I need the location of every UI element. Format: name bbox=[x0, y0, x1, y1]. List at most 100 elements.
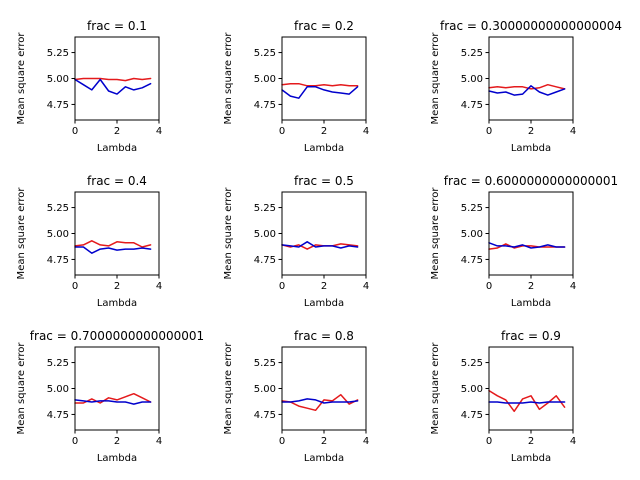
series-line-2 bbox=[281, 241, 359, 249]
x-tick-label: 0 bbox=[279, 126, 285, 137]
series-line-2 bbox=[488, 401, 566, 404]
x-axis-label: Lambda bbox=[511, 298, 551, 309]
y-tick-label: 5.25 bbox=[461, 48, 483, 59]
x-tick-label: 4 bbox=[363, 281, 369, 292]
subplot-title: frac = 0.5 bbox=[294, 174, 354, 188]
axes-frame bbox=[488, 346, 574, 431]
x-tick-label: 2 bbox=[321, 436, 327, 447]
y-tick-label: 5.25 bbox=[254, 48, 276, 59]
axes-frame bbox=[74, 191, 160, 276]
subplot-title: frac = 0.8 bbox=[294, 329, 354, 343]
series-line-1 bbox=[488, 83, 566, 90]
subplot-9: 0 2 4 4.75 5.00 5.25 frac = 0.9 Lambda Mean squa… bbox=[430, 329, 576, 464]
y-tick-label: 5.00 bbox=[461, 384, 483, 395]
axes-frame bbox=[488, 191, 574, 276]
y-tick-label: 5.25 bbox=[47, 358, 69, 369]
y-tick-label: 5.25 bbox=[461, 203, 483, 214]
series-line-1 bbox=[281, 82, 359, 87]
axes-frame bbox=[74, 346, 160, 431]
subplot-3: 0 2 4 4.75 5.00 5.25 frac = 0.3000000000000000… bbox=[430, 19, 622, 154]
x-tick-label: 0 bbox=[486, 281, 492, 292]
y-tick-label: 5.25 bbox=[254, 203, 276, 214]
y-axis-label: Mean square error bbox=[223, 342, 234, 435]
x-axis-label: Lambda bbox=[511, 143, 551, 154]
y-tick-label: 5.25 bbox=[461, 358, 483, 369]
x-tick-label: 0 bbox=[486, 126, 492, 137]
y-tick-label: 4.75 bbox=[461, 100, 483, 111]
y-axis-label: Mean square error bbox=[16, 342, 27, 435]
y-tick-label: 5.00 bbox=[254, 229, 276, 240]
x-tick-label: 2 bbox=[528, 126, 534, 137]
subplot-title: frac = 0.7000000000000001 bbox=[30, 329, 204, 343]
series-line-1 bbox=[74, 77, 152, 82]
y-tick-label: 4.75 bbox=[47, 100, 69, 111]
y-tick-label: 4.75 bbox=[254, 100, 276, 111]
x-tick-label: 4 bbox=[363, 436, 369, 447]
x-tick-label: 4 bbox=[156, 126, 162, 137]
y-tick-label: 4.75 bbox=[254, 255, 276, 266]
y-axis-label: Mean square error bbox=[223, 32, 234, 125]
y-tick-label: 5.00 bbox=[461, 229, 483, 240]
y-tick-label: 5.00 bbox=[254, 74, 276, 85]
subplot-title: frac = 0.2 bbox=[294, 19, 354, 33]
subplot-title: frac = 0.4 bbox=[87, 174, 147, 188]
x-tick-label: 2 bbox=[528, 436, 534, 447]
x-tick-label: 4 bbox=[363, 126, 369, 137]
y-tick-label: 4.75 bbox=[461, 255, 483, 266]
y-axis-label: Mean square error bbox=[223, 187, 234, 280]
y-tick-label: 4.75 bbox=[254, 410, 276, 421]
subplot-4: 0 2 4 4.75 5.00 5.25 frac = 0.4 Lambda Mean squa… bbox=[16, 174, 162, 309]
axes-frame bbox=[488, 36, 574, 121]
y-axis-label: Mean square error bbox=[16, 32, 27, 125]
subplot-title: frac = 0.1 bbox=[87, 19, 147, 33]
series-line-1 bbox=[74, 240, 152, 248]
subplot-title: frac = 0.30000000000000004 bbox=[440, 19, 622, 33]
x-tick-label: 0 bbox=[279, 436, 285, 447]
x-tick-label: 2 bbox=[114, 281, 120, 292]
subplot-title: frac = 0.9 bbox=[501, 329, 561, 343]
subplot-7: 0 2 4 4.75 5.00 5.25 frac = 0.7000000000000001… bbox=[16, 329, 204, 464]
x-tick-label: 2 bbox=[114, 126, 120, 137]
series-line-2 bbox=[281, 86, 359, 99]
x-tick-label: 2 bbox=[528, 281, 534, 292]
series-line-1 bbox=[488, 389, 566, 413]
series-line-2 bbox=[281, 398, 359, 404]
y-tick-label: 5.25 bbox=[254, 358, 276, 369]
x-axis-label: Lambda bbox=[511, 453, 551, 464]
axes-frame bbox=[281, 346, 367, 431]
series-line-2 bbox=[74, 246, 152, 254]
x-tick-label: 2 bbox=[114, 436, 120, 447]
x-tick-label: 0 bbox=[486, 436, 492, 447]
x-axis-label: Lambda bbox=[304, 143, 344, 154]
y-tick-label: 5.00 bbox=[47, 229, 69, 240]
x-axis-label: Lambda bbox=[304, 298, 344, 309]
x-tick-label: 0 bbox=[279, 281, 285, 292]
y-axis-label: Mean square error bbox=[430, 342, 441, 435]
series-line-2 bbox=[488, 242, 566, 249]
x-axis-label: Lambda bbox=[97, 453, 137, 464]
x-tick-label: 0 bbox=[72, 436, 78, 447]
x-tick-label: 4 bbox=[156, 281, 162, 292]
axes-frame bbox=[281, 36, 367, 121]
x-tick-label: 0 bbox=[72, 281, 78, 292]
x-axis-label: Lambda bbox=[97, 298, 137, 309]
x-tick-label: 2 bbox=[321, 126, 327, 137]
y-tick-label: 5.00 bbox=[461, 74, 483, 85]
y-tick-label: 5.00 bbox=[254, 384, 276, 395]
series-line-2 bbox=[74, 78, 152, 95]
subplot-8: 0 2 4 4.75 5.00 5.25 frac = 0.8 Lambda Mean squa… bbox=[223, 329, 369, 464]
subplot-5: 0 2 4 4.75 5.00 5.25 frac = 0.5 Lambda Mean squa… bbox=[223, 174, 369, 309]
series-line-1 bbox=[281, 393, 359, 412]
y-tick-label: 4.75 bbox=[47, 255, 69, 266]
x-tick-label: 4 bbox=[570, 281, 576, 292]
x-tick-label: 4 bbox=[570, 436, 576, 447]
y-tick-label: 5.00 bbox=[47, 384, 69, 395]
x-tick-label: 4 bbox=[156, 436, 162, 447]
y-axis-label: Mean square error bbox=[430, 32, 441, 125]
subplot-2: 0 2 4 4.75 5.00 5.25 frac = 0.2 Lambda Mean squa… bbox=[223, 19, 369, 154]
subplot-1: 0 2 4 4.75 5.00 5.25 frac = 0.1 Lambda Mean squa… bbox=[16, 19, 162, 154]
series-line-2 bbox=[488, 85, 566, 96]
y-axis-label: Mean square error bbox=[16, 187, 27, 280]
x-axis-label: Lambda bbox=[304, 453, 344, 464]
subplot-6: 0 2 4 4.75 5.00 5.25 frac = 0.6000000000000001… bbox=[430, 174, 618, 309]
